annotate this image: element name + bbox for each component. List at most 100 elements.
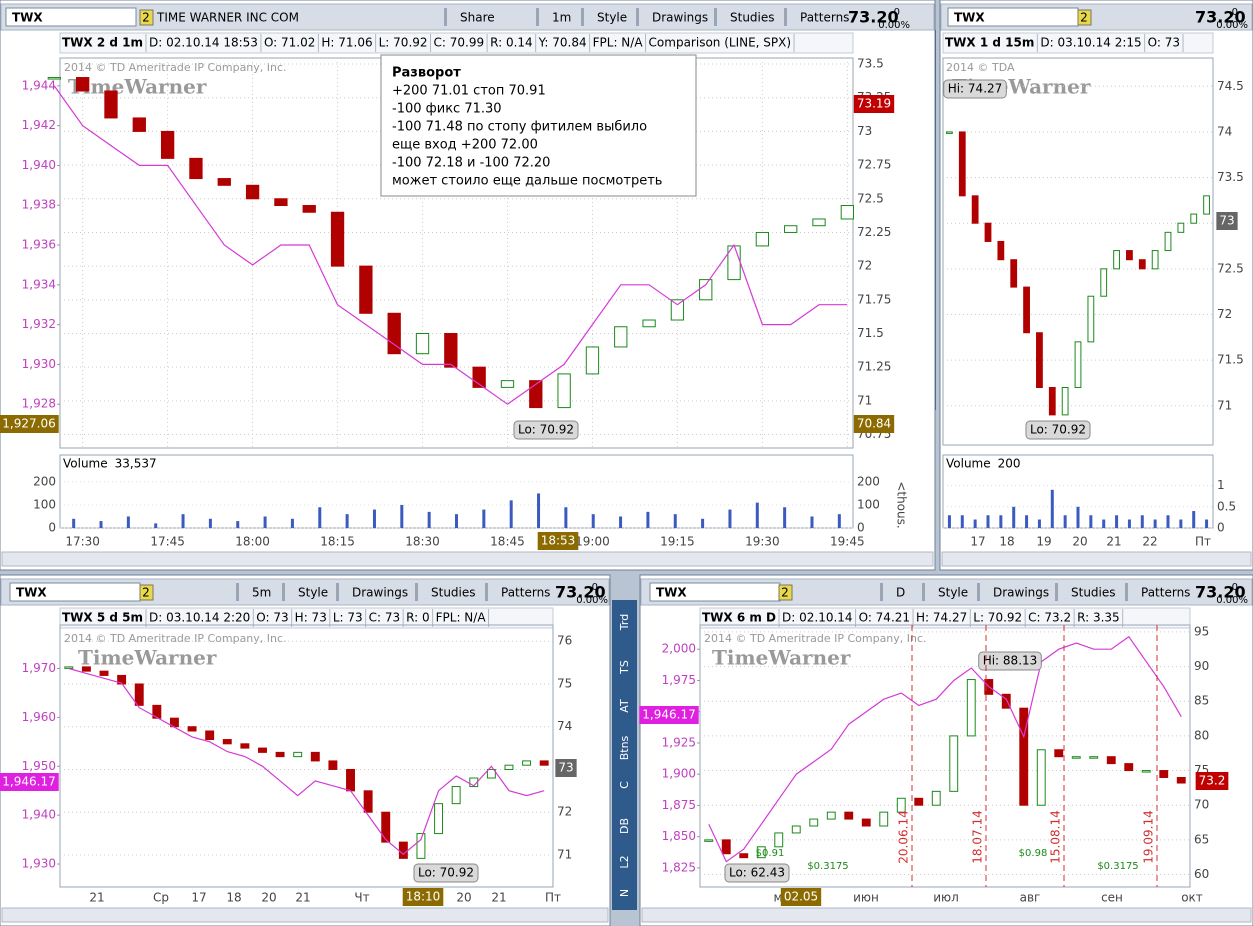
symbol-box[interactable] [5,7,137,27]
scroll-bar[interactable] [1,907,609,923]
side-tab[interactable]: Btns [618,735,631,760]
side-tab[interactable]: AT [917,135,930,149]
scroll-bar[interactable] [1,551,934,567]
toolbar-button[interactable] [485,583,488,601]
volume-bar [318,507,322,528]
x-tick-label: авг [1020,891,1041,905]
side-tab[interactable]: DB [618,818,631,834]
toolbar-button[interactable] [282,583,285,601]
watermark-copyright: 2014 © TD Ameritrade IP Company, Inc. [64,632,287,645]
toolbar-button[interactable] [444,8,447,26]
side-tab[interactable]: Trd [917,42,930,59]
side-tab[interactable]: News [917,370,930,400]
scroll-bar[interactable] [641,907,1252,923]
candle [1048,386,1056,416]
candle [914,797,924,806]
volume-bar [960,515,964,528]
toolbar-button-label[interactable]: Drawings [993,586,1049,600]
y-tick-label: 72 [857,259,872,273]
y-tick-label: 74 [557,719,572,733]
side-tab[interactable]: N [618,889,631,897]
volume-bar [99,521,103,528]
pct-change: 0.00% [878,20,910,31]
side-tab[interactable]: Trd [618,614,631,631]
side-tab[interactable]: L2 [917,333,930,346]
toolbar [0,3,935,31]
side-tab[interactable]: DB [917,292,930,308]
toolbar-button-label[interactable]: Share [460,11,495,25]
toolbar-button-label[interactable]: Studies [431,586,476,600]
toolbar-button-label[interactable]: Studies [1071,586,1116,600]
toolbar-button[interactable] [1055,583,1058,601]
toolbar-button[interactable] [977,583,980,601]
toolbar-button[interactable] [581,8,584,26]
price-badge: 18:10 [406,890,441,904]
toolbar-button-label[interactable]: Patterns [800,11,849,25]
y2-tick-label: 1,932 [22,317,56,331]
side-tab[interactable]: AT [618,699,631,713]
y-tick-label: 65 [1194,832,1209,846]
toolbar-button[interactable] [1125,583,1128,601]
candle [363,790,373,813]
side-tab[interactable]: T&S [917,89,930,112]
toolbar-button-label[interactable]: Style [938,586,968,600]
x-tick-label: 17 [191,891,206,905]
toolbar-button-label[interactable]: Patterns [1141,586,1190,600]
side-tab[interactable]: Buttons [917,171,930,214]
toolbar-button-label[interactable]: 1m [552,11,571,25]
toolbar-button[interactable] [236,583,239,601]
candle [1124,763,1134,772]
candle [984,222,992,242]
y2-tick-label: 1,940 [22,158,56,172]
toolbar-button[interactable] [784,8,787,26]
side-tab[interactable]: C [618,781,631,789]
plot-area [942,57,1214,446]
toolbar-button-label[interactable]: Style [298,586,328,600]
info-field: D: 02.10.14 [782,611,853,625]
hi-lo-label: Lo: 70.92 [418,866,474,880]
toolbar-button[interactable] [636,8,639,26]
volume-bar [400,504,404,528]
info-field: O: 74.21 [859,611,910,625]
side-tab[interactable]: TS [618,660,631,675]
x-tick-label: 18:45 [490,535,525,549]
toolbar-button-label[interactable]: Patterns [501,586,550,600]
hi-lo-label: Lo: 62.43 [729,866,785,880]
link-box[interactable] [139,9,154,26]
toolbar-button[interactable] [714,8,717,26]
watermark-copyright: 2014 © TD Ameritrade IP Company, Inc. [64,61,287,74]
toolbar-button-label[interactable]: D [896,586,905,600]
toolbar-button-label[interactable]: 5m [252,586,271,600]
toolbar-button[interactable] [880,583,883,601]
y-tick-label: 72.5 [857,191,884,205]
toolbar-button[interactable] [922,583,925,601]
candle [381,811,391,843]
scroll-bar[interactable] [941,551,1252,567]
toolbar-button-label[interactable]: Drawings [352,586,408,600]
candle [217,178,231,186]
volume-bar [208,518,212,528]
candle [896,797,906,813]
link-box[interactable] [139,584,154,601]
info-row [699,607,1191,629]
toolbar-button-label[interactable]: Style [597,11,627,25]
side-tab[interactable]: Chart [917,234,930,265]
y2-tick-label: 1,975 [662,673,696,687]
toolbar-button[interactable] [336,583,339,601]
volume-tick-label: 0 [1217,521,1225,535]
link-box[interactable] [778,584,793,601]
toolbar-button[interactable] [536,8,539,26]
candle [504,764,514,770]
toolbar-button-label[interactable]: Drawings [652,11,708,25]
toolbar-button-label[interactable]: Studies [730,11,775,25]
toolbar-button[interactable] [415,583,418,601]
link-box[interactable] [1077,9,1092,26]
watermark-logo: TimeWarner [68,75,207,99]
side-tab[interactable]: L2 [618,855,631,868]
candle [486,768,496,779]
candle [1036,332,1043,388]
hi-lo-label: Lo: 70.92 [1030,423,1086,437]
candle [931,790,941,806]
volume-bar [1115,515,1119,528]
